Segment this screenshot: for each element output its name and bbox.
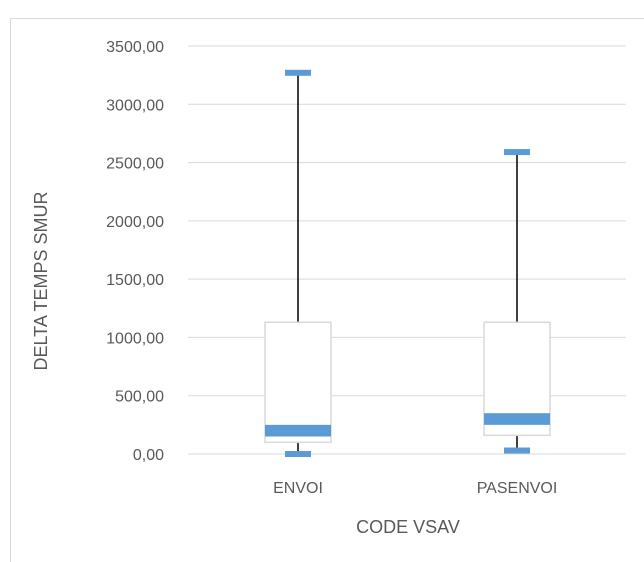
y-tick-label: 1000,00 xyxy=(106,330,164,347)
max-cap xyxy=(504,149,530,156)
min-cap xyxy=(504,447,530,454)
y-tick-label: 500,00 xyxy=(115,389,164,406)
box-series xyxy=(264,69,551,457)
max-cap xyxy=(285,69,311,76)
y-axis-title: DELTA TEMPS SMUR xyxy=(31,191,51,370)
x-tick-label: ENVOI xyxy=(273,480,323,497)
y-tick-label: 0,00 xyxy=(133,447,164,464)
x-tick-label: PASENVOI xyxy=(477,480,558,497)
chart-frame xyxy=(10,18,644,562)
gridlines xyxy=(188,45,626,455)
median-band xyxy=(484,413,550,425)
box-body xyxy=(264,321,332,444)
y-tick-label: 3000,00 xyxy=(106,97,164,114)
box-envoi xyxy=(264,69,332,457)
y-tick-labels: 0,00 500,00 1000,00 1500,00 2000,00 2500,00 30… xyxy=(106,39,164,464)
x-axis-title: CODE VSAV xyxy=(356,517,460,537)
x-tick-labels: ENVOI PASENVOI xyxy=(273,480,557,497)
y-tick-label: 1500,00 xyxy=(106,272,164,289)
y-tick-label: 2000,00 xyxy=(106,214,164,231)
box-pasenvoi xyxy=(483,149,551,454)
y-tick-label: 3500,00 xyxy=(106,39,164,56)
median-band xyxy=(265,424,331,437)
min-cap xyxy=(285,451,311,457)
y-tick-label: 2500,00 xyxy=(106,156,164,173)
